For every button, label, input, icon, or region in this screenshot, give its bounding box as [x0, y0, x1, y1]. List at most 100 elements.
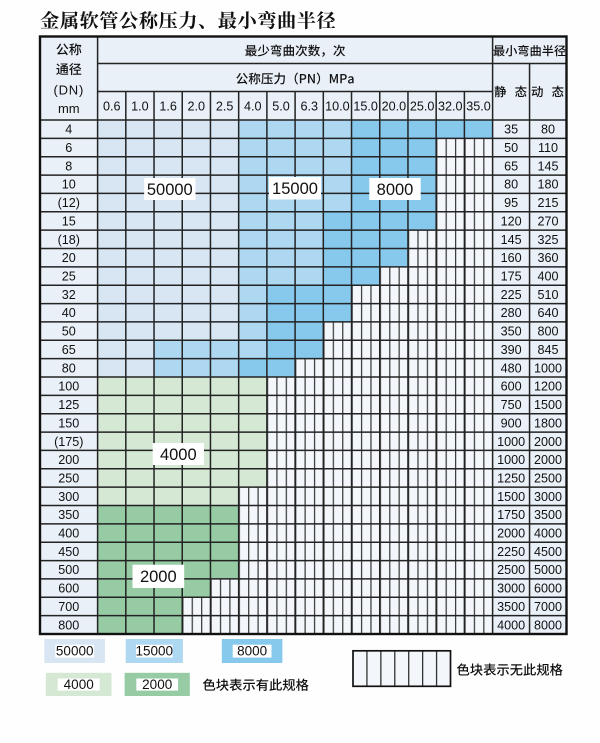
- svg-text:250: 250: [58, 472, 79, 486]
- svg-text:300: 300: [58, 490, 79, 504]
- svg-text:1250: 1250: [497, 472, 525, 486]
- svg-text:4000: 4000: [534, 527, 562, 541]
- svg-text:32.0: 32.0: [438, 99, 463, 113]
- svg-text:180: 180: [537, 178, 558, 192]
- svg-text:120: 120: [501, 215, 522, 229]
- svg-text:2000: 2000: [534, 435, 562, 449]
- svg-text:5000: 5000: [534, 563, 562, 577]
- svg-text:1000: 1000: [497, 435, 525, 449]
- svg-text:3500: 3500: [497, 600, 525, 614]
- svg-text:150: 150: [58, 416, 79, 430]
- svg-text:350: 350: [501, 325, 522, 339]
- svg-text:5.0: 5.0: [272, 99, 290, 113]
- svg-text:80: 80: [62, 361, 76, 375]
- svg-text:2000: 2000: [142, 677, 172, 692]
- svg-text:280: 280: [501, 306, 522, 320]
- svg-text:6.3: 6.3: [300, 99, 318, 113]
- svg-text:145: 145: [501, 233, 522, 247]
- svg-text:15: 15: [62, 215, 76, 229]
- svg-text:95: 95: [504, 196, 518, 210]
- svg-text:900: 900: [501, 416, 522, 430]
- svg-text:(175): (175): [54, 435, 83, 449]
- svg-text:1.0: 1.0: [131, 99, 149, 113]
- svg-text:3500: 3500: [534, 508, 562, 522]
- svg-text:175: 175: [501, 270, 522, 284]
- svg-text:480: 480: [501, 361, 522, 375]
- svg-text:640: 640: [537, 306, 558, 320]
- svg-text:1200: 1200: [534, 380, 562, 394]
- svg-text:1500: 1500: [497, 490, 525, 504]
- svg-text:10: 10: [62, 178, 76, 192]
- svg-text:400: 400: [537, 270, 558, 284]
- svg-text:15.0: 15.0: [353, 99, 378, 113]
- svg-text:325: 325: [537, 233, 558, 247]
- svg-text:2.0: 2.0: [188, 99, 206, 113]
- svg-text:1750: 1750: [497, 508, 525, 522]
- svg-text:200: 200: [58, 453, 79, 467]
- svg-text:10.0: 10.0: [325, 99, 350, 113]
- svg-text:1000: 1000: [534, 361, 562, 375]
- svg-text:2250: 2250: [497, 545, 525, 559]
- svg-text:6: 6: [65, 141, 72, 155]
- svg-text:4: 4: [65, 123, 72, 137]
- svg-text:50: 50: [504, 141, 518, 155]
- svg-text:3000: 3000: [534, 490, 562, 504]
- svg-text:7000: 7000: [534, 600, 562, 614]
- svg-text:15000: 15000: [272, 180, 318, 198]
- svg-text:750: 750: [501, 398, 522, 412]
- svg-text:390: 390: [501, 343, 522, 357]
- svg-text:8000: 8000: [534, 618, 562, 632]
- svg-text:2000: 2000: [140, 568, 177, 586]
- svg-text:400: 400: [58, 527, 79, 541]
- svg-text:35: 35: [504, 123, 518, 137]
- svg-text:1.6: 1.6: [159, 99, 177, 113]
- svg-text:800: 800: [58, 618, 79, 632]
- svg-text:80: 80: [541, 123, 555, 137]
- svg-text:600: 600: [501, 380, 522, 394]
- svg-text:(18): (18): [58, 233, 80, 247]
- svg-text:25: 25: [62, 270, 76, 284]
- svg-text:4000: 4000: [497, 618, 525, 632]
- svg-text:25.0: 25.0: [410, 99, 435, 113]
- svg-text:145: 145: [537, 159, 558, 173]
- svg-text:700: 700: [58, 600, 79, 614]
- svg-text:4500: 4500: [534, 545, 562, 559]
- svg-text:2500: 2500: [497, 563, 525, 577]
- svg-text:125: 125: [58, 398, 79, 412]
- svg-text:160: 160: [501, 251, 522, 265]
- svg-text:4000: 4000: [64, 677, 94, 692]
- svg-text:50000: 50000: [147, 181, 193, 199]
- svg-text:3000: 3000: [497, 582, 525, 596]
- svg-text:4.0: 4.0: [244, 99, 262, 113]
- svg-text:65: 65: [504, 159, 518, 173]
- svg-text:(12): (12): [58, 196, 80, 210]
- svg-text:110: 110: [538, 141, 558, 155]
- svg-text:2.5: 2.5: [216, 99, 234, 113]
- svg-text:(DN): (DN): [53, 83, 84, 98]
- svg-text:8000: 8000: [237, 644, 267, 659]
- svg-text:845: 845: [537, 343, 558, 357]
- svg-text:20.0: 20.0: [382, 99, 407, 113]
- svg-text:1000: 1000: [497, 453, 525, 467]
- svg-text:450: 450: [58, 545, 79, 559]
- svg-text:360: 360: [537, 251, 558, 265]
- svg-text:350: 350: [58, 508, 79, 522]
- svg-text:100: 100: [58, 380, 79, 394]
- svg-text:800: 800: [537, 325, 558, 339]
- svg-text:510: 510: [537, 288, 558, 302]
- svg-text:600: 600: [58, 582, 79, 596]
- svg-text:215: 215: [537, 196, 558, 210]
- svg-text:35.0: 35.0: [466, 99, 491, 113]
- svg-text:80: 80: [504, 178, 518, 192]
- svg-text:0.6: 0.6: [103, 99, 121, 113]
- svg-text:2500: 2500: [534, 472, 562, 486]
- svg-text:500: 500: [58, 563, 79, 577]
- svg-text:6000: 6000: [534, 582, 562, 596]
- svg-text:40: 40: [62, 306, 76, 320]
- svg-text:50000: 50000: [56, 644, 94, 659]
- svg-text:50: 50: [62, 325, 76, 339]
- svg-text:20: 20: [62, 251, 76, 265]
- svg-text:65: 65: [62, 343, 76, 357]
- svg-text:1500: 1500: [534, 398, 562, 412]
- svg-text:4000: 4000: [160, 446, 197, 464]
